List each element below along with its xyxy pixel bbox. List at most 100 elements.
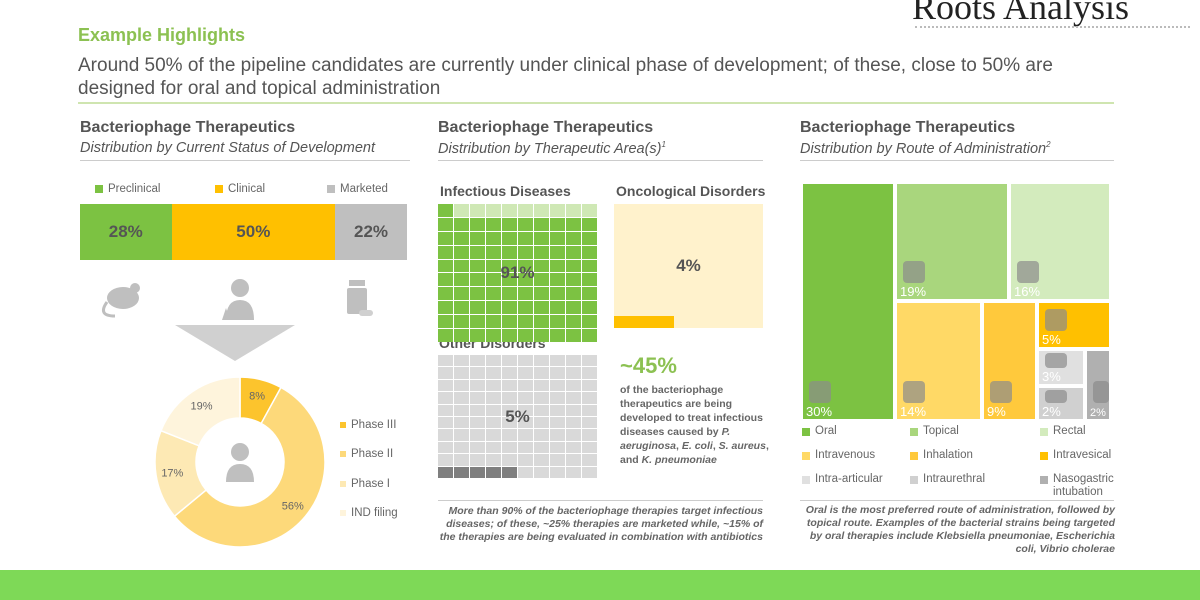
treemap-cell-inhalation: 9% (983, 302, 1036, 420)
treemap-cell-topical: 19% (896, 183, 1008, 300)
waffle-value: 91% (500, 263, 535, 282)
waffle-cell (582, 245, 597, 259)
waffle-cell (518, 367, 533, 379)
waffle-cell (733, 204, 749, 217)
treemap-value: 9% (987, 404, 1006, 419)
waffle-cell (502, 379, 517, 392)
waffle-cell (566, 416, 581, 429)
waffle-cell (550, 315, 565, 329)
waffle-cell (673, 303, 689, 316)
waffle-cell (454, 429, 469, 441)
waffle-cell (582, 231, 597, 245)
status-title: Bacteriophage Therapeutics (80, 119, 296, 136)
waffle-cell (486, 259, 501, 273)
waffle-cell (470, 429, 485, 441)
waffle-cell (486, 287, 501, 301)
waffle-cell (718, 241, 734, 254)
waffle-cell (438, 367, 453, 379)
scientist-body (226, 464, 254, 482)
callout-part: , and (620, 440, 769, 466)
legend-item: Clinical (215, 183, 265, 195)
treemap-cell-intravenous: 14% (896, 302, 981, 420)
waffle-cell (566, 367, 581, 379)
waffle-cell (534, 355, 549, 367)
legend-label: Phase I (351, 477, 390, 490)
waffle-cell (502, 355, 517, 367)
waffle-cell (628, 228, 644, 242)
legend-swatch (327, 185, 335, 193)
waffle-cell (643, 315, 659, 328)
other-waffle: 5% (438, 355, 597, 478)
waffle-cell (518, 329, 533, 342)
waffle-cell (454, 315, 469, 329)
waffle-cell (703, 265, 719, 279)
waffle-cell (703, 290, 719, 304)
donut-label: 19% (190, 400, 212, 412)
legend-label: Marketed (340, 183, 388, 195)
donut-slice (159, 376, 241, 447)
waffle-cell (502, 429, 517, 441)
waffle-cell (658, 228, 674, 242)
legend-item: Topical (910, 425, 959, 438)
waffle-cell (534, 392, 549, 404)
route-treemap: 30% 19% 16% 14% 9% 5% 3% 2% 2% (802, 183, 1110, 420)
waffle-cell (438, 379, 453, 392)
waffle-cell (438, 287, 453, 301)
legend-item: Phase I (340, 469, 398, 499)
phase-legend: Phase III Phase II Phase I IND filing (340, 410, 398, 528)
waffle-cell (582, 429, 597, 441)
waffle-cell (614, 241, 629, 254)
legend-swatch (1040, 476, 1048, 484)
ointment-tube-icon (903, 261, 925, 283)
legend-label: Phase II (351, 448, 394, 461)
waffle-cell (643, 253, 659, 266)
waffle-cell (748, 290, 763, 304)
divider (438, 500, 763, 501)
waffle-cell (518, 392, 533, 404)
waffle-cell (566, 355, 581, 367)
legend-swatch (340, 421, 346, 428)
down-arrow-icon (175, 325, 295, 361)
scientist-icon (231, 443, 249, 461)
waffle-cell (534, 231, 549, 245)
waffle-cell (673, 253, 689, 266)
waffle-cell (486, 204, 501, 217)
waffle-cell (454, 245, 469, 259)
waffle-cell (502, 329, 517, 342)
waffle-cell (733, 290, 749, 304)
waffle-cell (566, 301, 581, 315)
callout-part: , (712, 440, 719, 452)
kidney-icon (1045, 309, 1067, 331)
waffle-cell (518, 245, 533, 259)
route-subtitle: Distribution by Route of Administration2 (800, 140, 1051, 157)
waffle-cell (454, 355, 469, 367)
waffle-cell (582, 367, 597, 379)
waffle-cell (643, 216, 659, 229)
waffle-cell (438, 245, 453, 259)
waffle-cell (582, 204, 597, 217)
waffle-cell (673, 204, 689, 217)
waffle-cell (438, 273, 453, 287)
waffle-cell (534, 441, 549, 454)
waffle-cell (502, 245, 517, 259)
route-note: Oral is the most preferred route of admi… (805, 504, 1115, 555)
waffle-cell (438, 204, 453, 217)
waffle-cell (550, 392, 565, 404)
legend-label: Intraurethral (923, 473, 986, 485)
bar-segment-clinical: 50% (171, 204, 336, 260)
waffle-cell (518, 231, 533, 245)
treemap-cell-nasogastric-intubation: 2% (1086, 350, 1110, 420)
waffle-cell (486, 273, 501, 287)
divider (80, 160, 410, 161)
legend-label: Rectal (1053, 425, 1086, 437)
waffle-cell (454, 379, 469, 392)
waffle-cell (566, 273, 581, 287)
waffle-cell (582, 355, 597, 367)
waffle-cell (470, 245, 485, 259)
waffle-cell (438, 404, 453, 416)
waffle-cell (470, 441, 485, 454)
legend-swatch (215, 185, 223, 193)
waffle-cell (614, 228, 629, 242)
waffle-cell (582, 454, 597, 466)
waffle-cell (628, 290, 644, 304)
